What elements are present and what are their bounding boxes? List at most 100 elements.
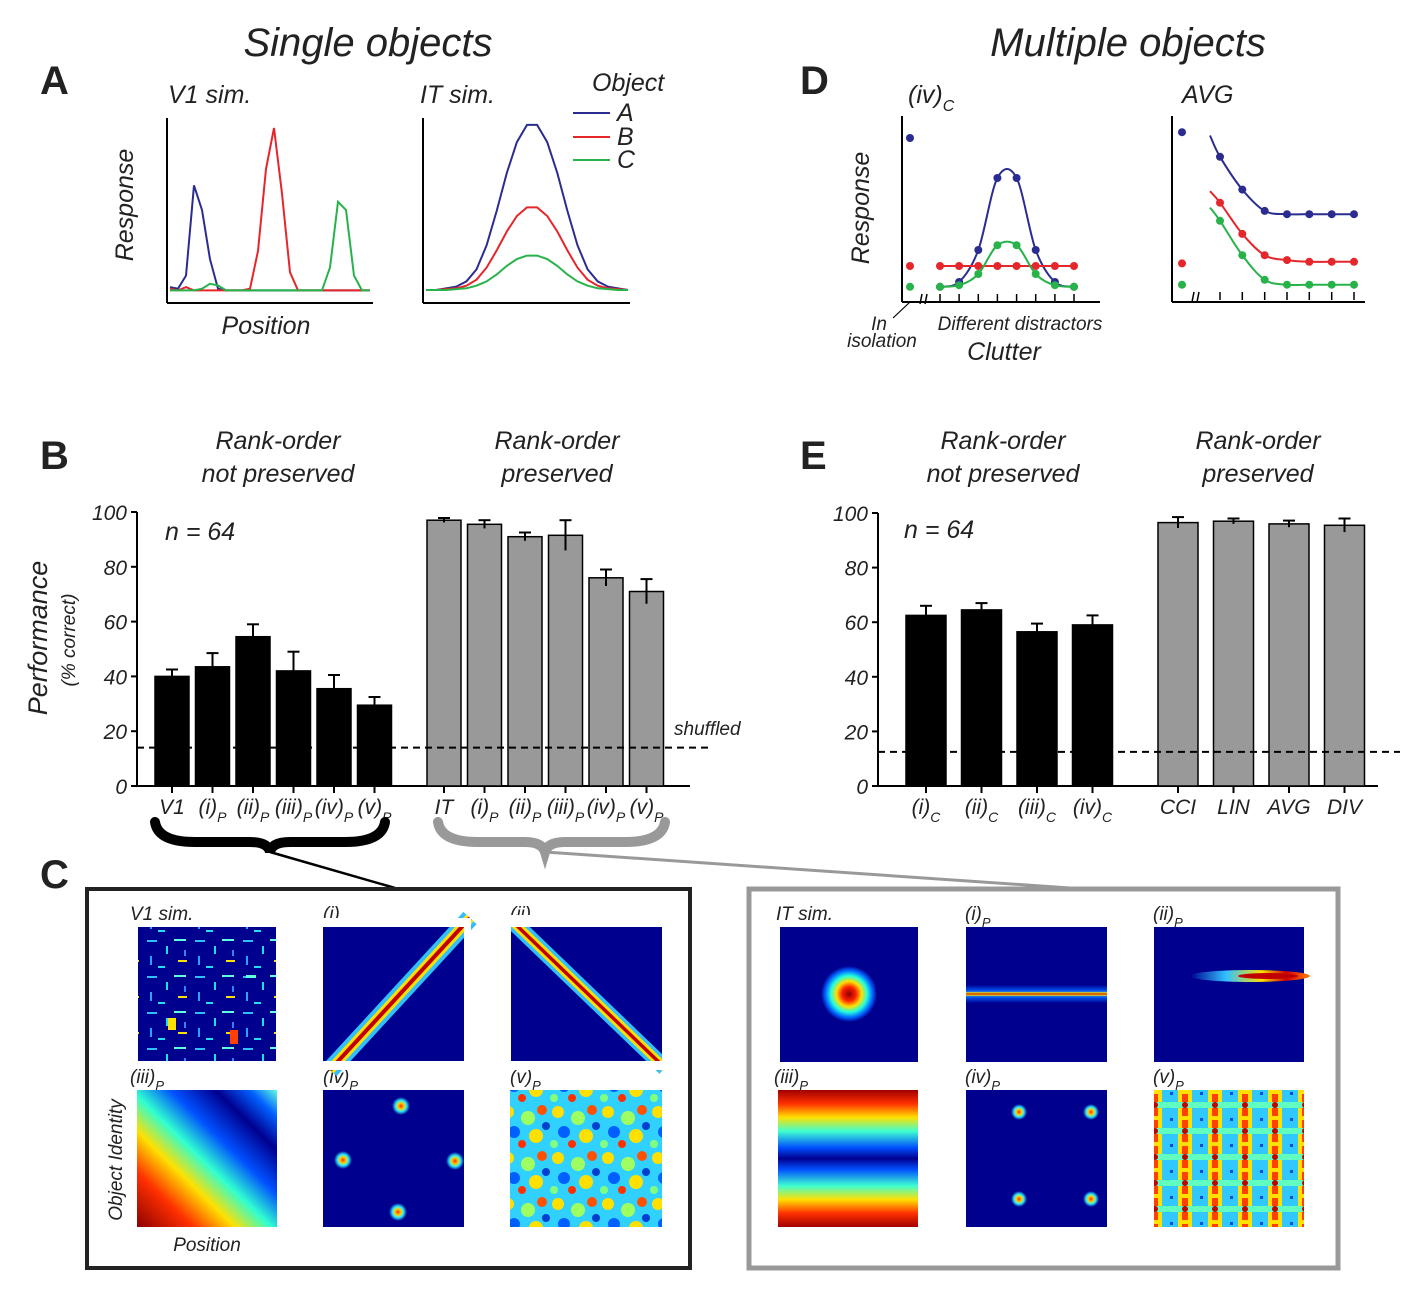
bar [1212, 520, 1255, 787]
bar [628, 590, 665, 787]
panel-e: Rank-order not preserved Rank-order pres… [833, 427, 1400, 825]
y-tick-label: 80 [845, 558, 869, 581]
series-point-b [1031, 262, 1040, 270]
bar [547, 534, 584, 787]
x-tick-label: (ii)P [237, 796, 270, 825]
isolation-pointer [892, 301, 911, 319]
bar [194, 666, 231, 787]
e-group1-line1: Rank-order [940, 427, 1067, 455]
panel-b: Rank-order not preserved Rank-order pres… [23, 427, 742, 825]
in-label: In [871, 314, 887, 335]
isolation-point-a [1178, 128, 1186, 137]
y-tick-label: 100 [833, 503, 868, 526]
x-tick-label: DIV [1327, 796, 1364, 819]
panel-letter-e: E [800, 434, 827, 478]
x-tick-label: (iii)P [275, 796, 313, 825]
clutter-label: Clutter [967, 338, 1042, 366]
series-point-c [1283, 280, 1291, 289]
object-identity-label: Object Identity [106, 1098, 127, 1221]
series-point-c [1050, 281, 1059, 290]
series-point-b [1050, 262, 1059, 270]
x-tick-label: (iv)P [587, 796, 626, 825]
series-point-c [1305, 280, 1314, 289]
series-point-a [974, 246, 983, 254]
bar [356, 704, 393, 787]
b-group2-line1: Rank-order [494, 427, 621, 455]
isolation-label: isolation [847, 331, 917, 352]
series-point-b [936, 262, 944, 270]
e-group2-line1: Rank-order [1195, 427, 1322, 455]
series-line-c [170, 199, 370, 292]
c-left-box [85, 887, 692, 1270]
series-point-c [1031, 270, 1040, 278]
series-line-a [169, 185, 370, 292]
series-point-a [1012, 174, 1021, 182]
x-tick-label: (v)P [358, 796, 393, 825]
x-tick-label: (v)P [630, 796, 665, 825]
panel-c: V1 sim. (i)P (ii)P (iii)P (iv)P (v)P Obj… [85, 886, 1341, 1271]
panel-letter-c: C [40, 853, 69, 897]
y-tick-label: 100 [92, 502, 127, 525]
y-tick-label: 60 [845, 612, 869, 635]
series-point-c [1327, 280, 1336, 289]
c-left-label-4: (iii)P [130, 1067, 164, 1093]
heatmap-it-sim [780, 927, 918, 1062]
v1-sim-title: V1 sim. [168, 81, 251, 109]
y-tick-label: 0 [856, 776, 868, 799]
position-label: Position [222, 312, 311, 340]
x-tick-label: (ii)C [965, 796, 999, 825]
b-group1-line2: not preserved [202, 460, 356, 488]
heatmap-v-p-left [510, 1090, 662, 1227]
x-tick-label: LIN [1217, 796, 1251, 819]
series-line-b [169, 127, 370, 292]
series-point-b [955, 262, 964, 270]
y-tick-label: 20 [103, 721, 128, 744]
x-tick-label: (i)P [199, 796, 228, 825]
axis-break-mark [919, 293, 923, 305]
series-point-c [1216, 216, 1224, 225]
bar [905, 614, 947, 787]
series-point-b [1350, 257, 1358, 266]
d-avg-plot [1178, 128, 1358, 303]
e-group1-line2: not preserved [927, 460, 1081, 488]
bar [1157, 521, 1199, 787]
x-tick-label: (iii)P [547, 796, 585, 825]
isolation-point-b [1178, 259, 1186, 268]
bar [1268, 523, 1310, 787]
heatmap-v-p-right [1154, 1090, 1304, 1227]
panel-d: (iv)C AVG Response In isolation Differen… [847, 81, 1365, 366]
bar [507, 535, 543, 787]
isolation-point-c [906, 282, 914, 291]
y-tick-label: 60 [104, 612, 128, 635]
heatmap-i-p-left [316, 911, 477, 1077]
percent-correct-label: (% correct) [59, 594, 80, 687]
series-point-a [1216, 152, 1224, 161]
bar [316, 687, 352, 787]
y-tick-label: 0 [115, 776, 127, 799]
c-right-label-3: (ii)P [1153, 904, 1183, 930]
response-label: Response [111, 149, 139, 262]
series-point-a [1260, 206, 1269, 215]
isolation-point-c [1178, 280, 1186, 289]
series-point-b [993, 262, 1002, 270]
heatmap-v1-sim [138, 927, 276, 1061]
legend-label-c: C [617, 146, 636, 174]
it-sim-title: IT sim. [420, 81, 495, 109]
y-tick-label: 20 [844, 721, 869, 744]
c-right-label-4: (iii)P [774, 1067, 808, 1093]
gray-connector [544, 850, 1071, 890]
heatmap-iv-p-right [966, 1090, 1107, 1227]
heatmap-ii-p-right [1154, 927, 1310, 1062]
y-tick-label: 40 [845, 667, 869, 690]
series-point-c [1012, 241, 1021, 250]
heatmap-iv-p-left [323, 1090, 464, 1227]
d-right-title: AVG [1180, 81, 1233, 109]
x-tick-label: IT [435, 796, 456, 819]
series-line-a [426, 123, 629, 291]
v1-sim-plot [169, 127, 370, 292]
d-left-title: (iv)C [908, 81, 955, 115]
x-tick-label: CCI [1160, 796, 1196, 819]
panel-letter-d: D [800, 59, 829, 103]
panel-letter-a: A [40, 59, 69, 103]
